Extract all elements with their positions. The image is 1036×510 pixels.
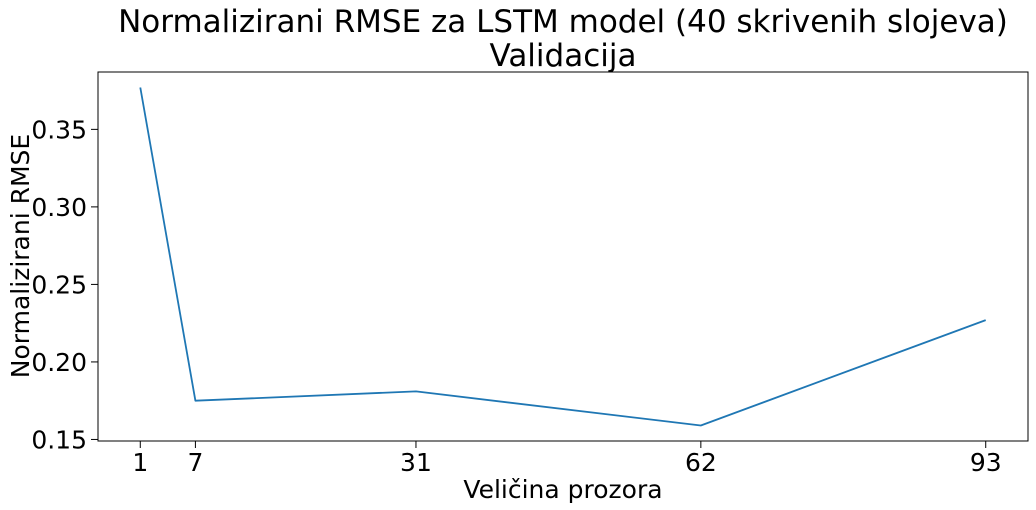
series-layer <box>139 87 987 427</box>
x-tick-label: 31 <box>400 448 432 477</box>
series-line <box>139 87 987 427</box>
x-axis-ticks: 1 7 31 62 93 <box>132 441 1002 477</box>
y-axis-ticks: 0.15 0.20 0.25 0.30 0.35 <box>31 115 98 454</box>
plot-frame <box>97 71 1029 442</box>
y-tick-label: 0.30 <box>31 193 87 222</box>
y-tick-label: 0.15 <box>31 425 87 454</box>
chart-title: Normalizirani RMSE za LSTM model (40 skr… <box>118 4 1008 40</box>
y-tick-label: 0.35 <box>31 115 87 144</box>
y-tick-label: 0.20 <box>31 348 87 377</box>
x-tick-label: 7 <box>187 448 203 477</box>
x-tick-label: 62 <box>685 448 717 477</box>
y-tick-label: 0.25 <box>31 270 87 299</box>
plot-area <box>97 71 1029 442</box>
x-tick-label: 93 <box>970 448 1002 477</box>
y-axis-label: Normalizirani RMSE <box>6 134 35 378</box>
x-axis-label: Veličina prozora <box>463 475 662 504</box>
x-tick-label: 1 <box>132 448 148 477</box>
chart-subtitle: Validacija <box>490 38 637 74</box>
